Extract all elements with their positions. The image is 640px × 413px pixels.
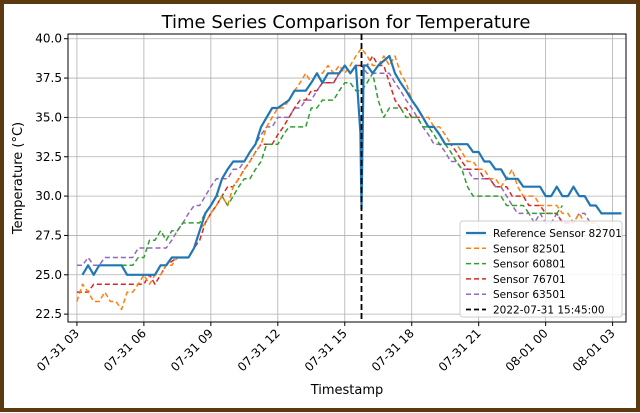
x-tick-label: 07-31 12 (235, 326, 283, 374)
legend-label: Sensor 60801 (493, 259, 566, 271)
y-tick-label: 40.0 (35, 32, 62, 46)
legend-label: 2022-07-31 15:45:00 (493, 305, 605, 317)
x-tick-label: 08-01 00 (503, 326, 551, 374)
legend-label: Sensor 76701 (493, 274, 566, 286)
x-tick-label: 07-31 03 (34, 326, 82, 374)
plot-area (76, 34, 622, 322)
plot-border (67, 33, 627, 323)
legend-label: Reference Sensor 82701 (493, 228, 622, 240)
x-tick-label: 07-31 09 (168, 326, 216, 374)
x-tick-label: 07-31 18 (369, 326, 417, 374)
y-tick-label: 35.0 (35, 110, 62, 124)
line-chart: Time Series Comparison for Temperature 0… (11, 12, 627, 398)
x-tick-label: 07-31 21 (436, 326, 484, 374)
series-line-4 (76, 64, 591, 267)
y-tick-label: 22.5 (35, 307, 62, 321)
legend-box (459, 220, 623, 318)
series-line-2 (121, 72, 564, 267)
y-tick-label: 25.0 (35, 268, 62, 282)
x-axis: 07-31 03 07-31 06 07-31 09 07-31 12 07-31 15… (34, 322, 618, 374)
y-tick-label: 37.5 (35, 71, 62, 85)
x-axis-label: Timestamp (310, 383, 384, 398)
x-tick-label: 07-31 15 (302, 326, 350, 374)
y-tick-label: 30.0 (35, 189, 62, 203)
y-axis: 22.5 25.0 27.5 30.0 32.5 35.0 37.5 40.0 (35, 32, 68, 321)
y-tick-label: 32.5 (35, 150, 62, 164)
x-tick-label: 07-31 06 (101, 326, 149, 374)
legend-label: Sensor 82501 (493, 243, 566, 255)
y-tick-label: 27.5 (35, 228, 62, 242)
legend-label: Sensor 63501 (493, 289, 566, 301)
y-axis-label: Temperature (°C) (11, 122, 26, 235)
x-tick-label: 08-01 03 (570, 326, 618, 374)
chart-title: Time Series Comparison for Temperature (161, 12, 531, 33)
legend: Reference Sensor 82701 Sensor 82501 Sensor… (459, 220, 623, 318)
